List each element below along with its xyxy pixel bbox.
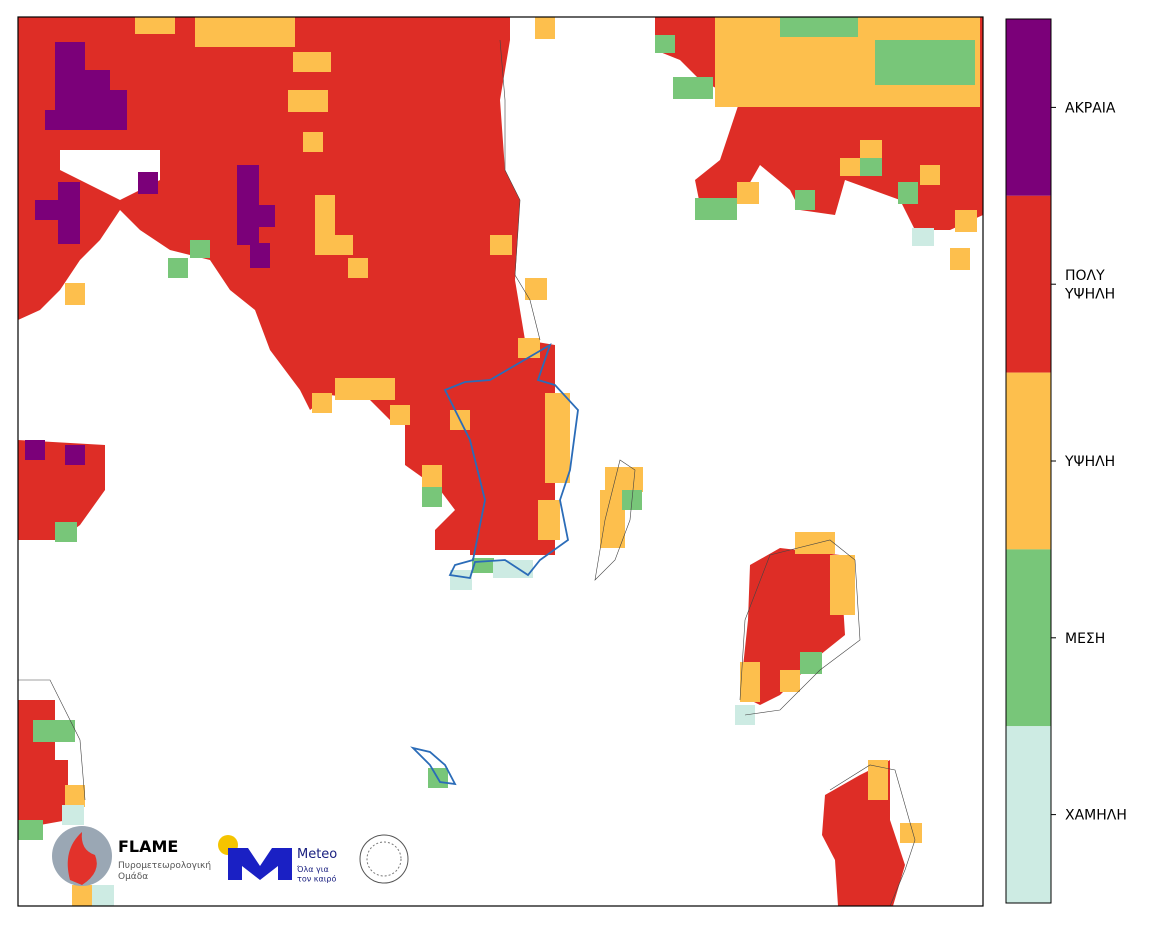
- logos: FLAME Πυρομετεωρολογική Ομάδα Meteo Όλα γ…: [52, 826, 409, 886]
- meteo-subtitle: Όλα για τον καιρό: [296, 864, 336, 884]
- flame-icon: [67, 832, 97, 885]
- observatory-seal: [359, 834, 409, 884]
- meteo-logo: [228, 848, 292, 880]
- extreme-zones: [25, 42, 275, 465]
- legend-label: ΑΚΡΑΙΑ: [1065, 100, 1116, 116]
- region-boundary: [443, 343, 579, 580]
- island-boundary: [410, 746, 457, 786]
- map-frame: [17, 16, 984, 907]
- legend-label: ΜΕΣΗ: [1065, 631, 1105, 647]
- flame-subtitle: Πυρομετεωρολογική Ομάδα: [118, 861, 211, 882]
- colorbar-segment: [1006, 372, 1051, 550]
- legend-label: ΥΨΗΛΗ: [1064, 454, 1115, 470]
- colorbar-frame: [1005, 18, 1052, 904]
- colorbar-segment: [1006, 19, 1051, 196]
- colorbar: ΑΚΡΑΙΑ ΠΟΛΥ ΥΨΗΛΗ ΥΨΗΛΗ ΜΕΣΗ ΧΑΜΗΛΗ: [1005, 18, 1127, 904]
- legend-label: ΠΟΛΥ ΥΨΗΛΗ: [1064, 268, 1115, 302]
- no-data-area: [60, 150, 160, 200]
- colorbar-segment: [1006, 195, 1051, 373]
- observatory-seal-inner: [366, 841, 402, 877]
- coastline: [18, 39, 916, 907]
- meteo-title: Meteo: [297, 847, 337, 862]
- medium-zones: [18, 17, 975, 840]
- flame-title: FLAME: [118, 837, 178, 856]
- map: FLAME Πυρομετεωρολογική Ομάδα Meteo Όλα γ…: [17, 16, 984, 907]
- colorbar-segment: [1006, 726, 1051, 903]
- high-zones: [65, 17, 980, 906]
- legend-label: ΧΑΜΗΛΗ: [1065, 808, 1127, 824]
- colorbar-segment: [1006, 549, 1051, 727]
